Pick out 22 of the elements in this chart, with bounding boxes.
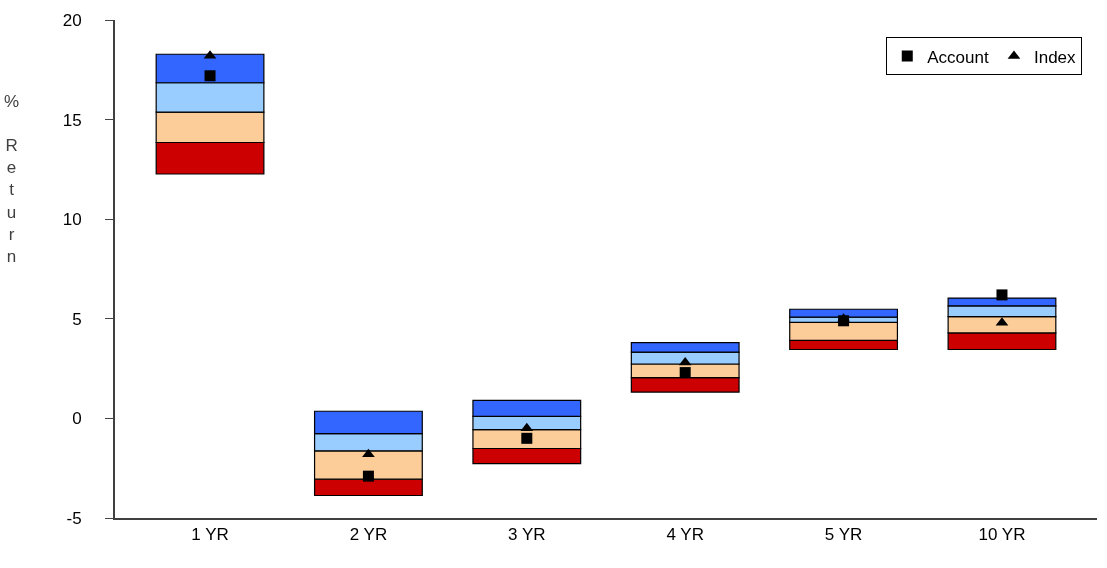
point xyxy=(520,422,534,432)
x-tick-label: 3 YR xyxy=(508,525,546,545)
y-tick-label: 10 xyxy=(62,210,82,230)
x-tick-label: 2 YR xyxy=(349,525,388,545)
x-tick-label: 4 YR xyxy=(666,525,704,545)
y-tick-label: 0 xyxy=(72,409,82,429)
legend-label: Index xyxy=(1033,47,1077,67)
x-tick-label: 1 YR xyxy=(191,525,229,545)
point xyxy=(204,70,216,82)
y-tick-label: 5 xyxy=(72,309,82,329)
y-tick-label: 20 xyxy=(62,10,82,30)
y-tick-label: 15 xyxy=(62,110,82,130)
point xyxy=(521,432,533,444)
legend-label: Account xyxy=(927,47,989,67)
y-tick-label: -5 xyxy=(66,508,82,528)
point xyxy=(362,448,375,458)
point xyxy=(996,289,1008,301)
text: % Return xyxy=(4,92,20,266)
point xyxy=(679,367,691,379)
x-tick-label: 10 YR xyxy=(978,525,1026,545)
x-tick-label: 5 YR xyxy=(824,525,863,545)
point xyxy=(362,470,374,482)
